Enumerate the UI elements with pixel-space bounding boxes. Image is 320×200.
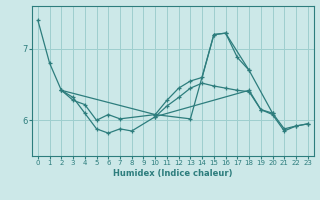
X-axis label: Humidex (Indice chaleur): Humidex (Indice chaleur) [113,169,233,178]
